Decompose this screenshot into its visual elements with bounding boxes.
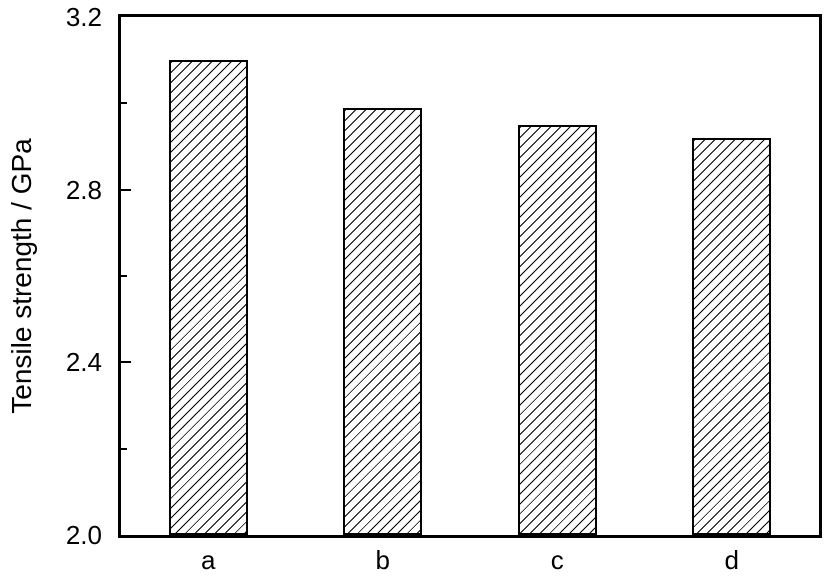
- bar-b: [343, 107, 423, 535]
- x-category-label-a: a: [201, 545, 216, 575]
- bar-a: [168, 60, 248, 535]
- bar-c: [517, 124, 597, 535]
- y-minor-tick: [121, 447, 127, 450]
- y-minor-tick: [121, 102, 127, 105]
- bar-d: [692, 137, 772, 535]
- y-major-tick: [121, 188, 131, 191]
- x-category-label-d: d: [724, 545, 739, 575]
- x-category-label-b: b: [375, 545, 390, 575]
- y-tick-label-2.0: 2.0: [65, 520, 102, 550]
- y-minor-tick: [121, 275, 127, 277]
- y-tick-label-2.8: 2.8: [65, 174, 102, 205]
- plot-area: [118, 14, 822, 538]
- y-tick-label-3.2: 3.2: [65, 2, 102, 32]
- x-category-label-c: c: [550, 545, 564, 575]
- y-major-tick: [121, 361, 131, 364]
- y-tick-label-2.4: 2.4: [65, 347, 102, 378]
